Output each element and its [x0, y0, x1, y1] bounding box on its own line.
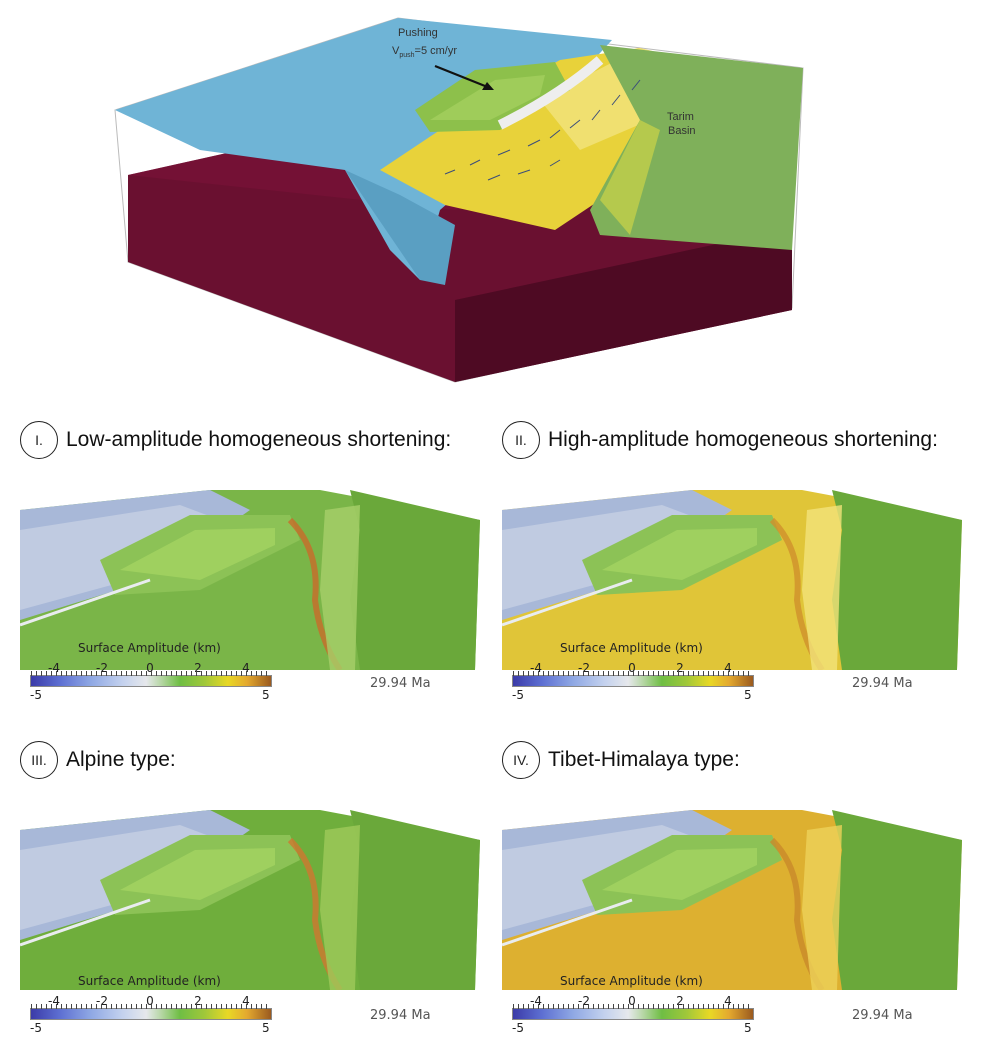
scalebar-ticks: -4 -2 0 2 4 — [512, 994, 762, 1008]
surface-render — [19, 810, 480, 992]
scalebar-range: -5 5 — [30, 1020, 280, 1035]
scenario-panel: IV. Tibet-Himalaya type: Surface Amplitu… — [501, 738, 972, 1035]
overview-figure: Pushing Vpush=5 cm/yr Tarim Basin — [0, 0, 984, 400]
scalebar-tick-label: -4 — [48, 994, 60, 1008]
scalebar-tick-label: 2 — [676, 661, 684, 675]
scalebar-max: 5 — [262, 1021, 270, 1035]
scalebar-tick-label: 0 — [628, 994, 636, 1008]
surface-render — [501, 490, 962, 672]
panel-header: III. Alpine type: — [20, 738, 176, 782]
scalebar-min: -5 — [30, 1021, 42, 1035]
tarim-basin — [590, 45, 803, 250]
pushing-label: Pushing — [398, 27, 438, 39]
scenario-panel: III. Alpine type: Surface Amplitude (km)… — [19, 738, 490, 1035]
scalebar-gradient — [512, 1004, 754, 1020]
scalebar-range: -5 5 — [30, 687, 280, 702]
panel-title: Tibet-Himalaya type: — [548, 748, 740, 771]
scalebar-tick-label: -2 — [96, 994, 108, 1008]
scalebar-tick-label: 2 — [194, 994, 202, 1008]
scalebar-title: Surface Amplitude (km) — [78, 641, 221, 655]
scalebar-title: Surface Amplitude (km) — [560, 641, 703, 655]
scenario-panel: I. Low-amplitude homogeneous shortening:… — [19, 418, 490, 713]
scalebar-min: -5 — [512, 1021, 524, 1035]
scalebar-gradient — [30, 1004, 272, 1020]
scalebar-title: Surface Amplitude (km) — [78, 974, 221, 988]
scalebar-tick-label: 0 — [146, 661, 154, 675]
scalebar-range: -5 5 — [512, 687, 762, 702]
panel-title: Low-amplitude homogeneous shortening: — [66, 428, 452, 451]
scalebar-tick-label: 2 — [676, 994, 684, 1008]
panel-render — [19, 470, 490, 672]
scalebar-tick-label: 4 — [724, 661, 732, 675]
scalebar-tick-label: -2 — [578, 994, 590, 1008]
basin-region — [832, 810, 962, 990]
basin-label-line1: Tarim — [667, 111, 694, 123]
color-scalebar: Surface Amplitude (km) -4 -2 0 2 4 -5 5 — [30, 641, 280, 702]
scalebar-tick-label: -2 — [96, 661, 108, 675]
panel-header: I. Low-amplitude homogeneous shortening: — [20, 418, 451, 462]
panel-render — [19, 790, 490, 992]
scalebar-tick-label: -4 — [530, 661, 542, 675]
scalebar-title: Surface Amplitude (km) — [560, 974, 703, 988]
scalebar-range: -5 5 — [512, 1020, 762, 1035]
scalebar-ticks: -4 -2 0 2 4 — [30, 994, 280, 1008]
scalebar-tick-label: 2 — [194, 661, 202, 675]
basin-label-line2: Basin — [668, 125, 696, 137]
scalebar-tick-label: 0 — [146, 994, 154, 1008]
panel-header: II. High-amplitude homogeneous shortenin… — [502, 418, 938, 462]
color-scalebar: Surface Amplitude (km) -4 -2 0 2 4 -5 5 — [512, 641, 762, 702]
scalebar-max: 5 — [744, 688, 752, 702]
basin-region — [350, 490, 480, 670]
scalebar-tick-label: 4 — [242, 661, 250, 675]
timestamp-label: 29.94 Ma — [852, 1008, 913, 1023]
surface-render — [501, 810, 962, 992]
scalebar-ticks: -4 -2 0 2 4 — [512, 661, 762, 675]
panel-title: Alpine type: — [66, 748, 176, 771]
scalebar-tick-label: 4 — [242, 994, 250, 1008]
panel-numeral: I. — [20, 421, 58, 459]
color-scalebar: Surface Amplitude (km) -4 -2 0 2 4 -5 5 — [512, 974, 762, 1035]
color-scalebar: Surface Amplitude (km) -4 -2 0 2 4 -5 5 — [30, 974, 280, 1035]
scalebar-min: -5 — [30, 688, 42, 702]
scalebar-min: -5 — [512, 688, 524, 702]
scalebar-gradient — [512, 671, 754, 687]
panel-render — [501, 790, 972, 992]
scalebar-max: 5 — [262, 688, 270, 702]
scalebar-tick-label: -4 — [48, 661, 60, 675]
panel-header: IV. Tibet-Himalaya type: — [502, 738, 740, 782]
timestamp-label: 29.94 Ma — [852, 676, 913, 691]
scenario-panel: II. High-amplitude homogeneous shortenin… — [501, 418, 972, 713]
panel-title: High-amplitude homogeneous shortening: — [548, 428, 938, 451]
scalebar-tick-label: 0 — [628, 661, 636, 675]
surface-render — [19, 490, 480, 672]
scalebar-tick-label: -4 — [530, 994, 542, 1008]
panel-render — [501, 470, 972, 672]
panel-numeral: II. — [502, 421, 540, 459]
panel-numeral: IV. — [502, 741, 540, 779]
timestamp-label: 29.94 Ma — [370, 676, 431, 691]
basin-region — [832, 490, 962, 670]
overview-3d-model: Pushing Vpush=5 cm/yr Tarim Basin — [114, 17, 804, 383]
scalebar-ticks: -4 -2 0 2 4 — [30, 661, 280, 675]
scalebar-max: 5 — [744, 1021, 752, 1035]
basin-region — [350, 810, 480, 990]
scalebar-gradient — [30, 671, 272, 687]
scalebar-tick-label: 4 — [724, 994, 732, 1008]
timestamp-label: 29.94 Ma — [370, 1008, 431, 1023]
scalebar-tick-label: -2 — [578, 661, 590, 675]
velocity-label: Vpush=5 cm/yr — [392, 45, 457, 59]
panel-numeral: III. — [20, 741, 58, 779]
